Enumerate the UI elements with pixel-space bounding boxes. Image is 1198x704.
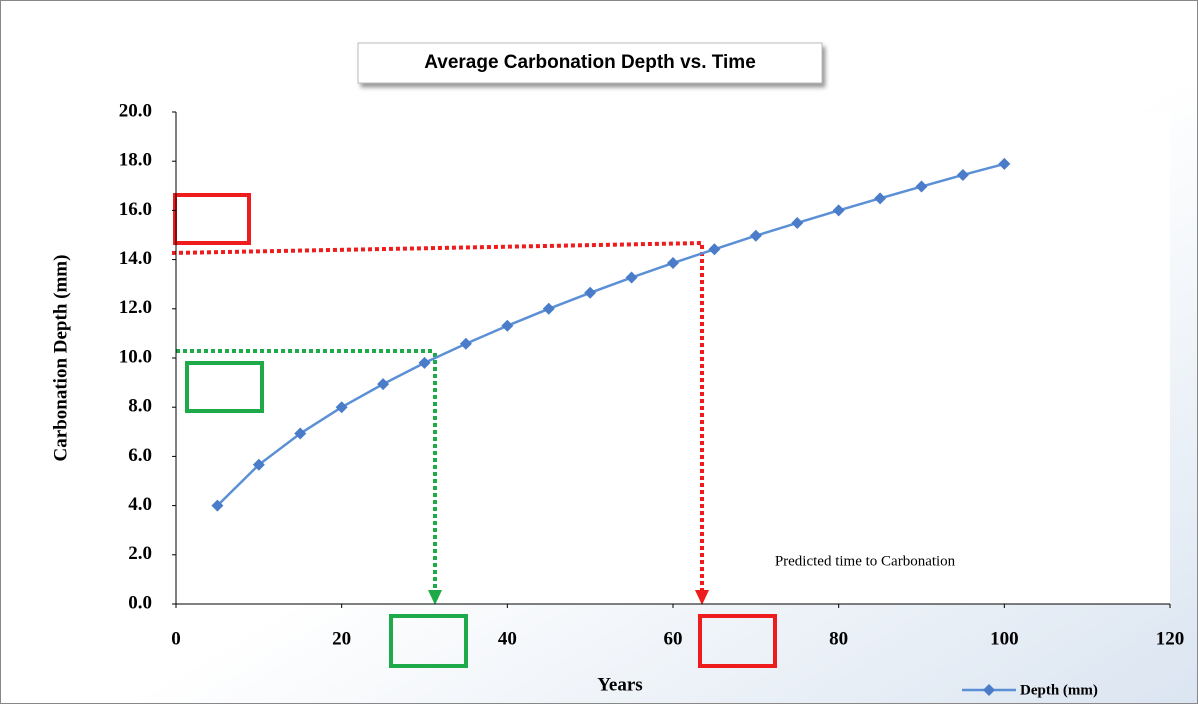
y-tick-label: 2.0 <box>128 543 152 564</box>
data-point <box>335 401 348 414</box>
data-point <box>915 180 928 193</box>
chart-title: Average Carbonation Depth vs. Time <box>424 52 756 73</box>
data-point <box>625 271 638 284</box>
data-point <box>584 286 597 299</box>
data-point <box>252 458 265 471</box>
red-arrow <box>695 590 709 605</box>
red-box <box>698 614 777 668</box>
x-tick-label: 60 <box>664 628 683 649</box>
data-point <box>542 302 555 315</box>
red-guide <box>171 241 705 255</box>
green-box <box>389 614 468 668</box>
legend-label: Depth (mm) <box>1020 682 1098 698</box>
annotation: Predicted time to Carbonation <box>775 553 956 569</box>
data-point <box>791 216 804 229</box>
y-tick-label: 18.0 <box>119 150 152 171</box>
x-tick-label: 40 <box>498 628 517 649</box>
y-tick-label: 8.0 <box>128 396 152 417</box>
green-arrow <box>428 590 442 605</box>
x-tick-label: 0 <box>171 628 181 649</box>
y-tick-label: 6.0 <box>128 445 152 466</box>
annotations <box>171 241 705 592</box>
x-tick-label: 100 <box>990 628 1019 649</box>
data-point <box>377 378 390 391</box>
data-point <box>708 243 721 256</box>
x-tick-label: 20 <box>332 628 351 649</box>
y-tick-label: 20.0 <box>119 100 152 121</box>
y-tick-label: 16.0 <box>119 199 152 220</box>
data-point <box>749 229 762 242</box>
y-tick-label: 14.0 <box>119 248 152 269</box>
data-point <box>294 427 307 440</box>
data-point <box>211 499 224 512</box>
data-point <box>501 319 514 332</box>
legend-marker <box>983 684 995 696</box>
green-box <box>185 361 264 413</box>
x-tick-label: 120 <box>1156 628 1185 649</box>
data-point <box>998 157 1011 170</box>
title-box <box>357 42 823 84</box>
data-point <box>832 204 845 217</box>
plot-area <box>176 112 1170 604</box>
y-axis-label: Carbonation Depth (mm) <box>50 255 71 462</box>
y-tick-label: 0.0 <box>128 592 152 613</box>
data-point <box>956 168 969 181</box>
red-box <box>173 193 251 245</box>
y-tick-label: 12.0 <box>119 297 152 318</box>
data-point <box>418 356 431 369</box>
data-point <box>667 257 679 270</box>
y-tick-label: 4.0 <box>128 494 152 515</box>
x-axis-label: Years <box>597 674 642 695</box>
data-point <box>874 192 887 205</box>
y-tick-label: 10.0 <box>119 346 152 367</box>
x-tick-label: 80 <box>829 628 848 649</box>
series-line <box>216 162 1005 507</box>
data-point <box>459 337 472 350</box>
